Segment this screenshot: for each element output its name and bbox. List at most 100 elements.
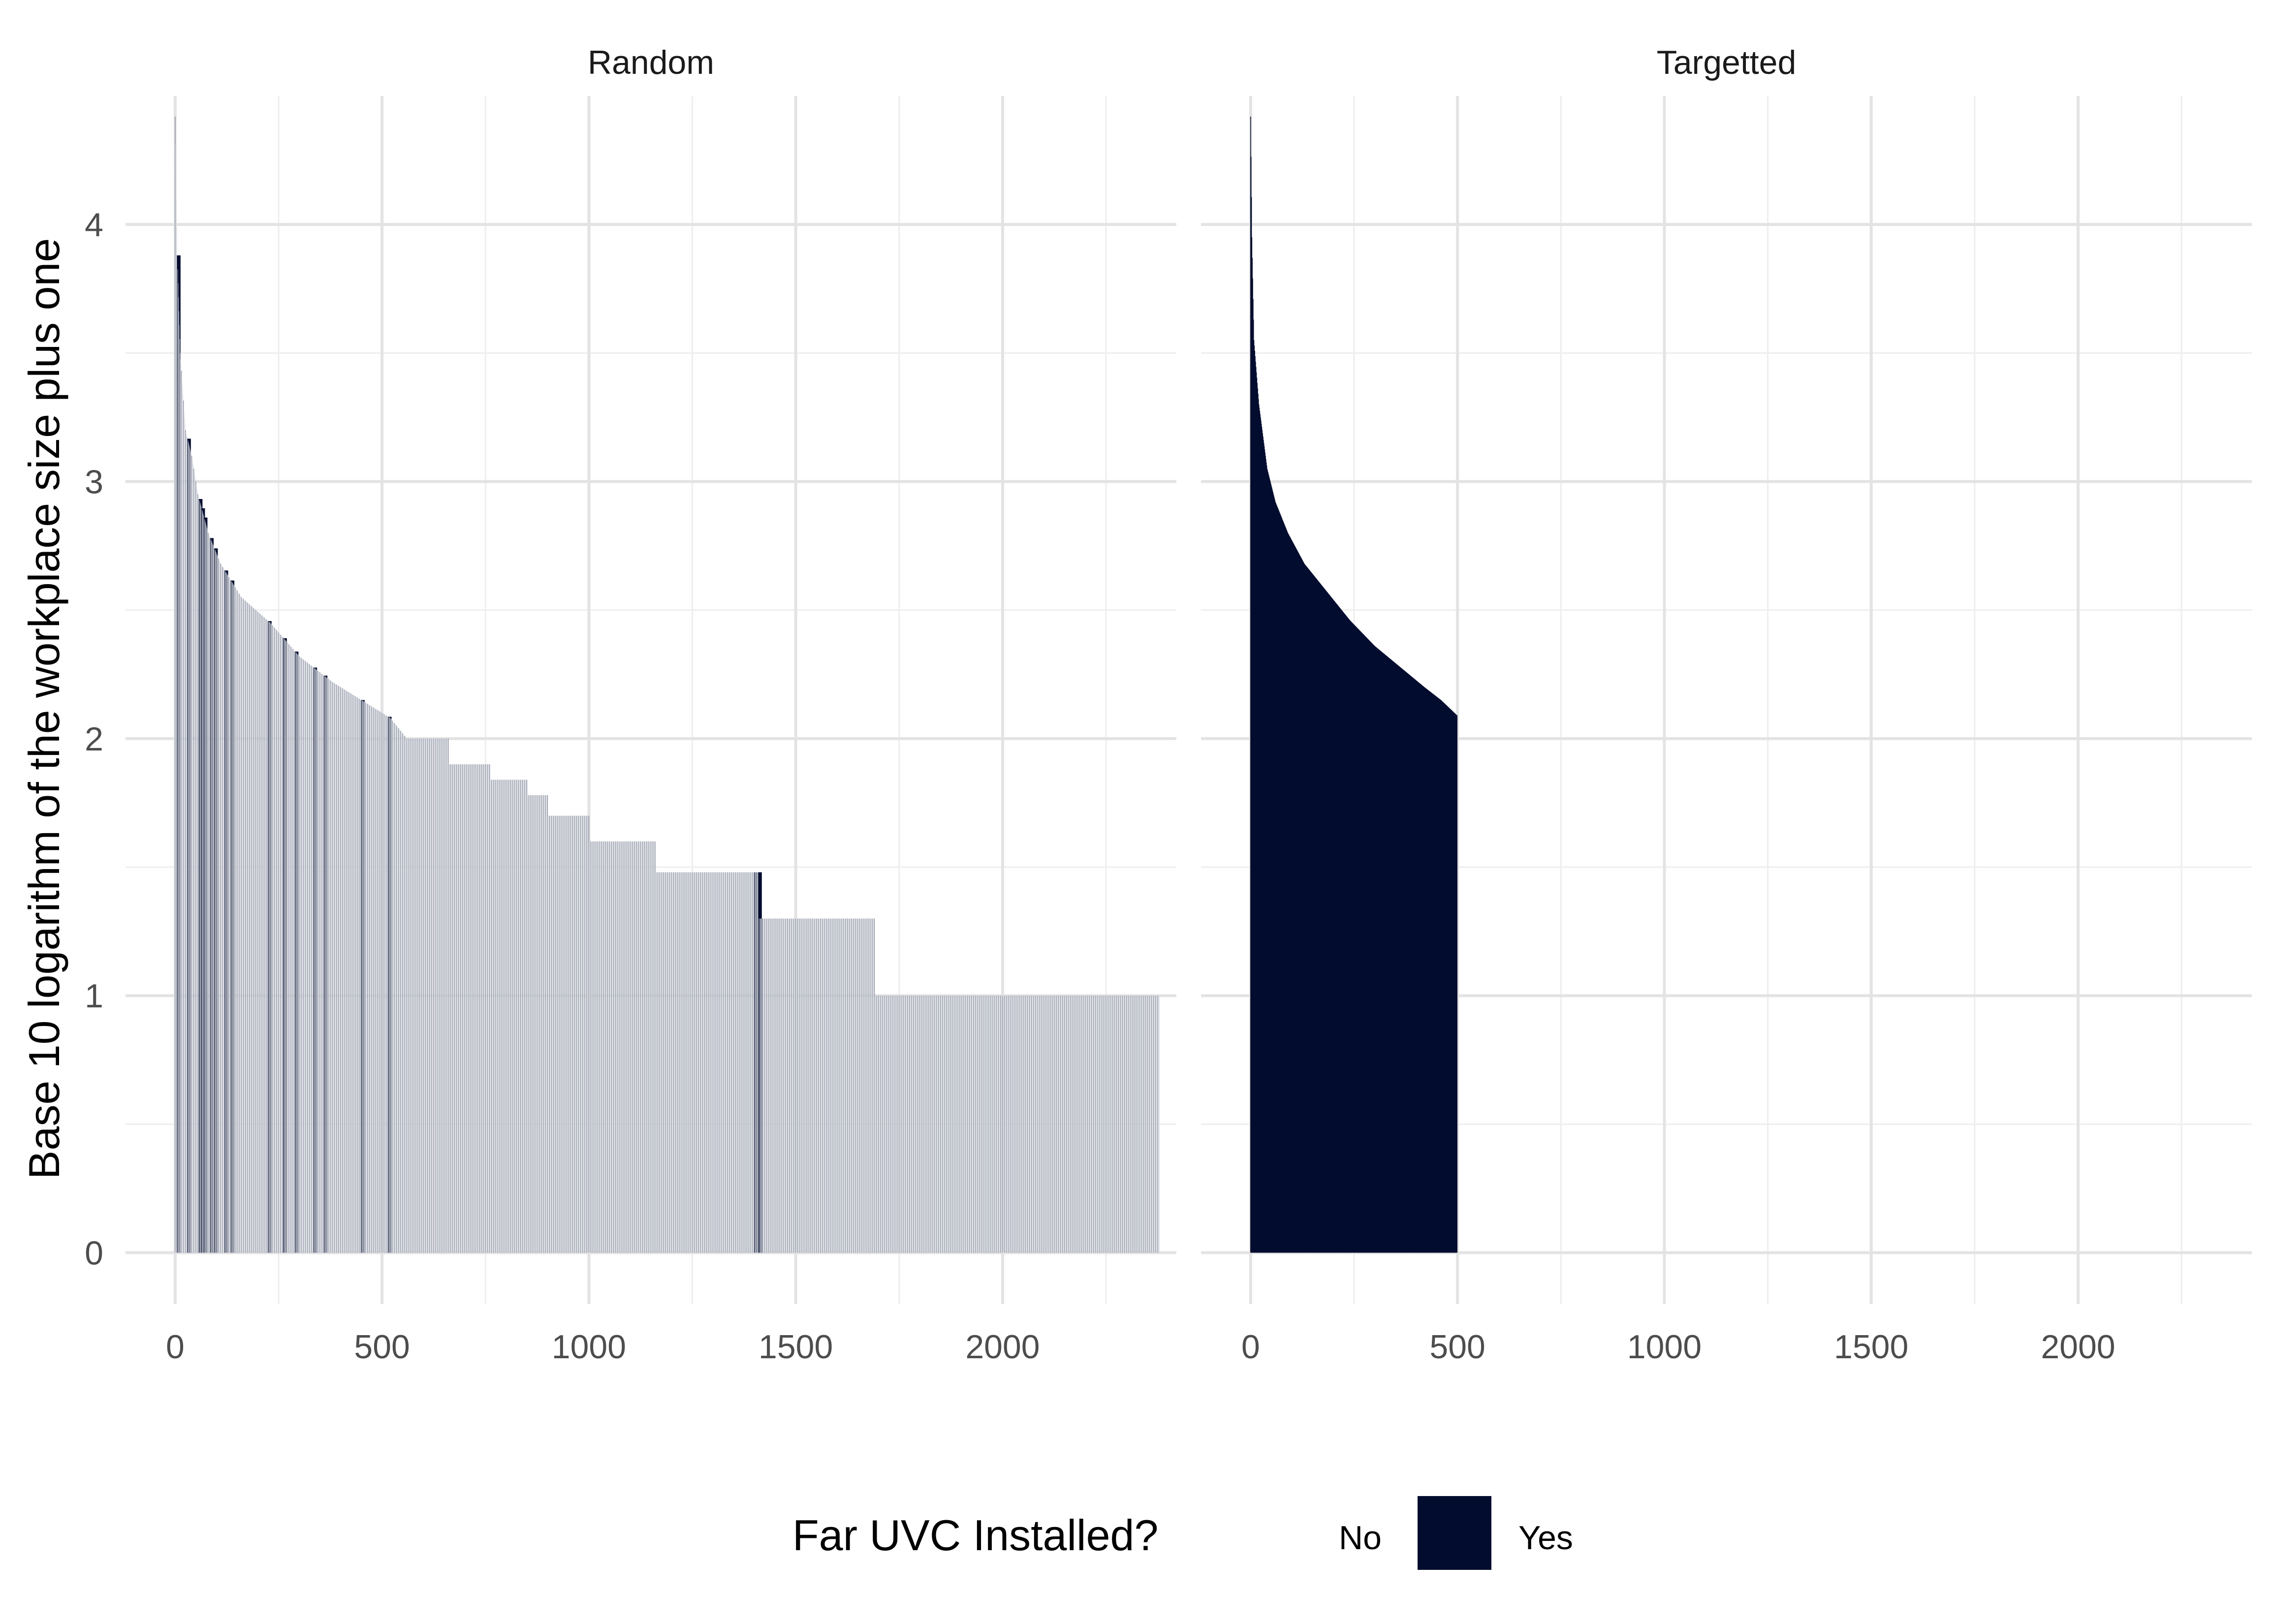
bar-no	[576, 815, 577, 1253]
bar-no	[367, 704, 369, 1253]
bar-no	[211, 540, 212, 1253]
bar-no	[1127, 996, 1129, 1253]
bar-yes	[1344, 614, 1346, 1253]
bar-no	[721, 872, 722, 1253]
bar-no	[1130, 996, 1131, 1253]
bar-no	[221, 566, 223, 1253]
bar-no	[773, 918, 774, 1253]
bar-no	[450, 764, 451, 1253]
bar-no	[738, 872, 739, 1253]
bar-no	[196, 486, 197, 1253]
bar-yes	[1277, 508, 1279, 1253]
bar-no	[317, 671, 318, 1253]
bar-no	[480, 764, 481, 1253]
x-tick-label: 500	[1429, 1328, 1485, 1366]
bar-no	[396, 725, 397, 1253]
bar-yes	[1358, 629, 1359, 1253]
bar-no	[539, 795, 540, 1253]
bar-no	[290, 647, 291, 1253]
bar-no	[1086, 996, 1088, 1253]
bar-no	[629, 841, 630, 1253]
bar-no	[768, 918, 769, 1253]
bar-no	[725, 872, 726, 1253]
bar-no	[852, 918, 853, 1253]
bar-no	[370, 705, 371, 1253]
bar-no	[181, 376, 183, 1253]
bar-no	[627, 841, 628, 1253]
bar-no	[176, 200, 177, 1253]
bar-no	[712, 872, 713, 1253]
bar-no	[921, 996, 922, 1253]
bar-no	[860, 918, 861, 1253]
bar-no	[866, 918, 867, 1253]
bar-no	[870, 918, 871, 1253]
bar-no	[401, 732, 402, 1253]
bar-no	[379, 711, 380, 1253]
bar-yes	[1284, 525, 1285, 1253]
bar-no	[769, 918, 770, 1253]
bar-no	[351, 693, 352, 1253]
bar-no	[422, 738, 423, 1253]
bar-no	[434, 738, 435, 1253]
bar-yes	[1316, 579, 1318, 1253]
bar-no	[893, 996, 894, 1253]
bar-no	[541, 795, 542, 1253]
bar-yes	[1373, 645, 1374, 1253]
bar-no	[430, 738, 431, 1253]
bar-no	[299, 656, 300, 1253]
bar-no	[469, 764, 470, 1253]
bar-no	[186, 435, 188, 1253]
bar-no	[722, 872, 723, 1253]
bar-no	[329, 680, 330, 1253]
bar-no	[363, 701, 364, 1253]
bar-yes	[1438, 698, 1440, 1253]
bar-no	[1021, 996, 1022, 1253]
bar-no	[1157, 996, 1158, 1253]
bar-no	[515, 780, 517, 1253]
bar-no	[557, 815, 558, 1253]
bar-no	[307, 662, 308, 1253]
bar-no	[709, 872, 710, 1253]
bar-no	[1148, 996, 1149, 1253]
bar-yes	[1266, 465, 1267, 1253]
bar-no	[627, 841, 628, 1253]
bar-yes	[1268, 477, 1270, 1253]
bar-no	[569, 815, 570, 1253]
bar-no	[797, 918, 799, 1253]
bar-no	[460, 764, 462, 1253]
bar-no	[608, 841, 609, 1253]
bar-no	[226, 573, 227, 1253]
bar-yes	[1399, 666, 1400, 1253]
bar-no	[232, 582, 233, 1253]
bar-no	[228, 576, 229, 1253]
bar-no	[596, 841, 597, 1253]
bar-no	[907, 996, 908, 1253]
bar-no	[577, 815, 578, 1253]
bar-no	[207, 531, 209, 1253]
bar-no	[499, 780, 500, 1253]
bar-no	[1003, 996, 1005, 1253]
bar-no	[1000, 996, 1002, 1253]
bar-no	[985, 996, 987, 1253]
bar-no	[676, 872, 678, 1253]
bar-yes	[1325, 589, 1326, 1253]
bar-no	[905, 996, 906, 1253]
bar-no	[1125, 996, 1126, 1253]
bar-no	[288, 644, 289, 1253]
bar-no	[678, 872, 680, 1253]
bar-no	[415, 738, 416, 1253]
bar-no	[628, 841, 629, 1253]
y-tick-label: 1	[85, 977, 103, 1015]
bar-yes	[1359, 630, 1360, 1253]
bar-no	[842, 918, 843, 1253]
bar-no	[1056, 996, 1057, 1253]
bar-yes	[1269, 480, 1271, 1253]
bar-no	[777, 918, 778, 1253]
bar-no	[1020, 996, 1021, 1253]
bar-no	[737, 872, 738, 1253]
bar-no	[349, 693, 351, 1253]
bar-no	[666, 872, 668, 1253]
bar-no	[319, 672, 320, 1253]
bar-no	[979, 996, 980, 1253]
bar-no	[977, 996, 979, 1253]
